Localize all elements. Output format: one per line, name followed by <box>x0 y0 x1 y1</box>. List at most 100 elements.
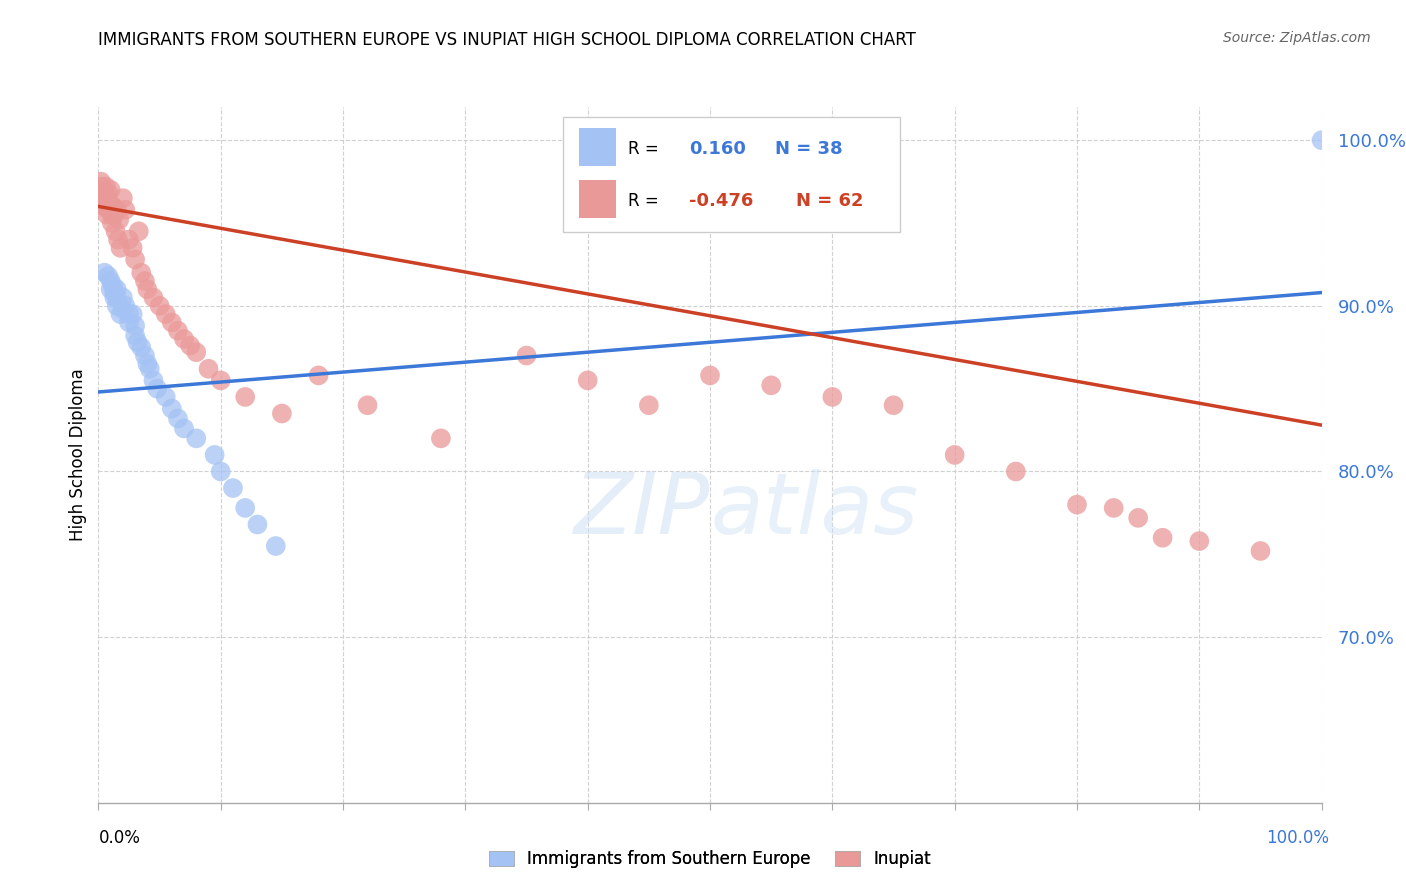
Point <box>110 241 132 255</box>
Point <box>167 324 190 338</box>
Text: N = 62: N = 62 <box>796 192 863 210</box>
Point <box>98 196 121 211</box>
Point <box>1102 500 1125 515</box>
Point <box>142 373 165 387</box>
Point <box>111 291 134 305</box>
Point <box>93 199 115 213</box>
Point <box>105 282 128 296</box>
Point <box>1004 465 1026 479</box>
Point <box>118 233 141 247</box>
Point <box>105 291 128 305</box>
Point <box>91 186 114 201</box>
Point <box>167 411 190 425</box>
Point <box>127 335 149 350</box>
Point <box>430 431 453 445</box>
Point <box>100 274 122 288</box>
Point <box>103 208 125 222</box>
Point <box>356 398 378 412</box>
Point <box>111 302 134 317</box>
Point <box>821 390 844 404</box>
Point <box>118 315 141 329</box>
Point <box>114 299 136 313</box>
Point <box>136 282 159 296</box>
Point <box>155 390 177 404</box>
Text: R =: R = <box>628 140 664 158</box>
Point <box>761 378 783 392</box>
Point <box>699 368 721 383</box>
Point <box>943 448 966 462</box>
Point <box>108 212 131 227</box>
FancyBboxPatch shape <box>579 128 616 166</box>
Point <box>101 279 124 293</box>
Point <box>1188 534 1211 549</box>
Point <box>1152 531 1174 545</box>
Point <box>100 183 122 197</box>
Point <box>111 191 134 205</box>
Text: Source: ZipAtlas.com: Source: ZipAtlas.com <box>1223 31 1371 45</box>
Point <box>173 332 195 346</box>
Point <box>134 349 156 363</box>
Text: 0.0%: 0.0% <box>98 829 141 847</box>
Point <box>160 401 183 416</box>
Point <box>100 202 122 217</box>
Point <box>222 481 245 495</box>
Point <box>129 340 152 354</box>
Point <box>96 199 118 213</box>
Point <box>118 307 141 321</box>
Point <box>576 373 599 387</box>
Point <box>105 299 128 313</box>
FancyBboxPatch shape <box>579 180 616 219</box>
Text: -0.476: -0.476 <box>689 192 754 210</box>
Point <box>90 175 112 189</box>
Y-axis label: High School Diploma: High School Diploma <box>69 368 87 541</box>
Text: 100.0%: 100.0% <box>1265 829 1329 847</box>
Point <box>883 398 905 412</box>
Point <box>204 448 226 462</box>
Point <box>186 345 208 359</box>
Point <box>179 338 201 352</box>
Text: N = 38: N = 38 <box>775 140 842 158</box>
Point <box>186 431 208 445</box>
Point <box>97 202 120 217</box>
Point <box>121 307 143 321</box>
Point <box>103 291 125 305</box>
Point <box>1128 511 1150 525</box>
Point <box>173 421 195 435</box>
Point <box>96 208 118 222</box>
Point <box>233 500 256 515</box>
Point <box>128 224 150 238</box>
Point <box>93 266 115 280</box>
Point <box>134 274 156 288</box>
Point <box>104 224 127 238</box>
Point <box>209 373 232 387</box>
Point <box>114 202 136 217</box>
Point <box>101 199 124 213</box>
Point <box>1249 544 1271 558</box>
Point <box>94 179 117 194</box>
Point <box>136 357 159 371</box>
Point <box>91 179 114 194</box>
Text: 0.160: 0.160 <box>689 140 747 158</box>
Point <box>107 233 129 247</box>
Point <box>160 315 183 329</box>
Point <box>124 328 146 343</box>
Point <box>101 216 124 230</box>
Point <box>197 361 219 376</box>
Point <box>142 291 165 305</box>
Point <box>94 191 117 205</box>
Point <box>149 299 172 313</box>
Point <box>93 191 115 205</box>
Text: ZIP: ZIP <box>574 469 710 552</box>
Point <box>637 398 661 412</box>
Point <box>100 282 122 296</box>
Point <box>233 390 256 404</box>
Point <box>1066 498 1088 512</box>
FancyBboxPatch shape <box>564 118 900 232</box>
Point <box>270 407 294 421</box>
Point <box>155 307 177 321</box>
Text: atlas: atlas <box>710 469 918 552</box>
Point <box>515 349 537 363</box>
Point <box>264 539 287 553</box>
Point <box>139 361 162 376</box>
Point <box>103 285 125 300</box>
